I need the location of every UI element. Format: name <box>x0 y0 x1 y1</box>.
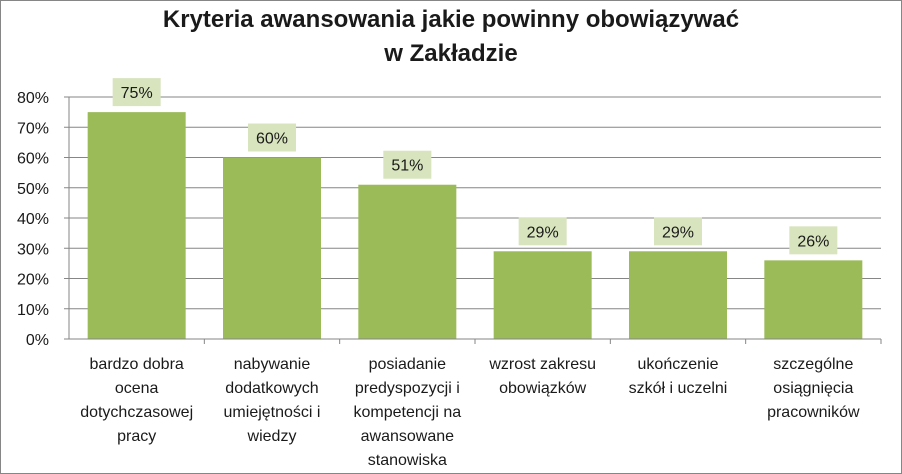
category-label-line: awansowane <box>361 428 455 445</box>
y-tick-label: 70% <box>17 120 49 137</box>
data-label-box <box>112 78 161 107</box>
category-label: szczególne osiągnięcia pracowników <box>767 356 860 421</box>
category-label-line: wzrost zakresu <box>488 356 596 373</box>
bar <box>493 251 592 339</box>
y-tick-label: 10% <box>17 302 49 319</box>
bar <box>223 157 321 339</box>
category-label-line: posiadanie <box>369 356 447 373</box>
chart-title-line-1: Kryteria awansowania jakie powinny obowi… <box>162 6 740 33</box>
bar <box>87 112 186 339</box>
bar <box>764 260 863 339</box>
category-label-line: ocena <box>115 380 159 397</box>
data-label-box <box>789 226 838 255</box>
data-label: 29% <box>662 224 694 241</box>
category-label-line: bardzo dobra <box>90 356 184 373</box>
y-tick-label: 20% <box>17 272 49 289</box>
category-label-line: szczególne <box>773 356 853 373</box>
category-label: ukończenie szkół i uczelni <box>629 356 728 397</box>
chart-title: Kryteria awansowania jakie powinny obowi… <box>1 3 901 71</box>
category-label-line: kompetencji na <box>354 404 462 421</box>
category-label-line: szkół i uczelni <box>629 380 728 397</box>
y-tick-label: 60% <box>17 151 49 168</box>
category-label: bardzo dobra ocena dotychczasowej pracy <box>80 356 193 445</box>
bar <box>358 184 457 339</box>
category-label-line: ukończenie <box>638 356 719 373</box>
data-label: 75% <box>121 85 153 102</box>
bar <box>629 251 727 339</box>
data-label-box <box>518 217 567 246</box>
y-tick-label: 30% <box>17 241 49 258</box>
data-label: 26% <box>797 233 829 250</box>
category-label-line: umiejętności i <box>224 404 321 421</box>
category-label: posiadanie predyspozycji i kompetencji na a… <box>354 356 462 469</box>
y-tick-label: 0% <box>26 332 49 349</box>
category-label-line: dodatkowych <box>225 380 318 397</box>
data-label-box <box>654 217 702 246</box>
category-label-line: osiągnięcia <box>773 380 853 397</box>
category-label-line: stanowiska <box>368 452 447 469</box>
data-label: 60% <box>256 131 288 148</box>
category-label-line: pracy <box>117 428 156 445</box>
category-label-line: obowiązków <box>499 380 587 397</box>
category-label-line: dotychczasowej <box>80 404 193 421</box>
category-label-line: nabywanie <box>234 356 311 373</box>
chart-title-line-2: w Zakładzie <box>384 40 518 67</box>
category-label-line: predyspozycji i <box>355 380 460 397</box>
y-tick-label: 80% <box>17 90 49 107</box>
data-label-box <box>383 150 432 179</box>
y-tick-label: 50% <box>17 181 49 198</box>
category-label-line: pracowników <box>767 404 860 421</box>
category-label-line: wiedzy <box>247 428 297 445</box>
y-tick-label: 40% <box>17 211 49 228</box>
data-label: 51% <box>391 158 423 175</box>
data-label: 29% <box>527 224 559 241</box>
category-label: nabywanie dodatkowych umiejętności i wiedzy <box>224 356 321 445</box>
category-label: wzrost zakresu obowiązków <box>488 356 596 397</box>
data-label-box <box>248 123 296 152</box>
